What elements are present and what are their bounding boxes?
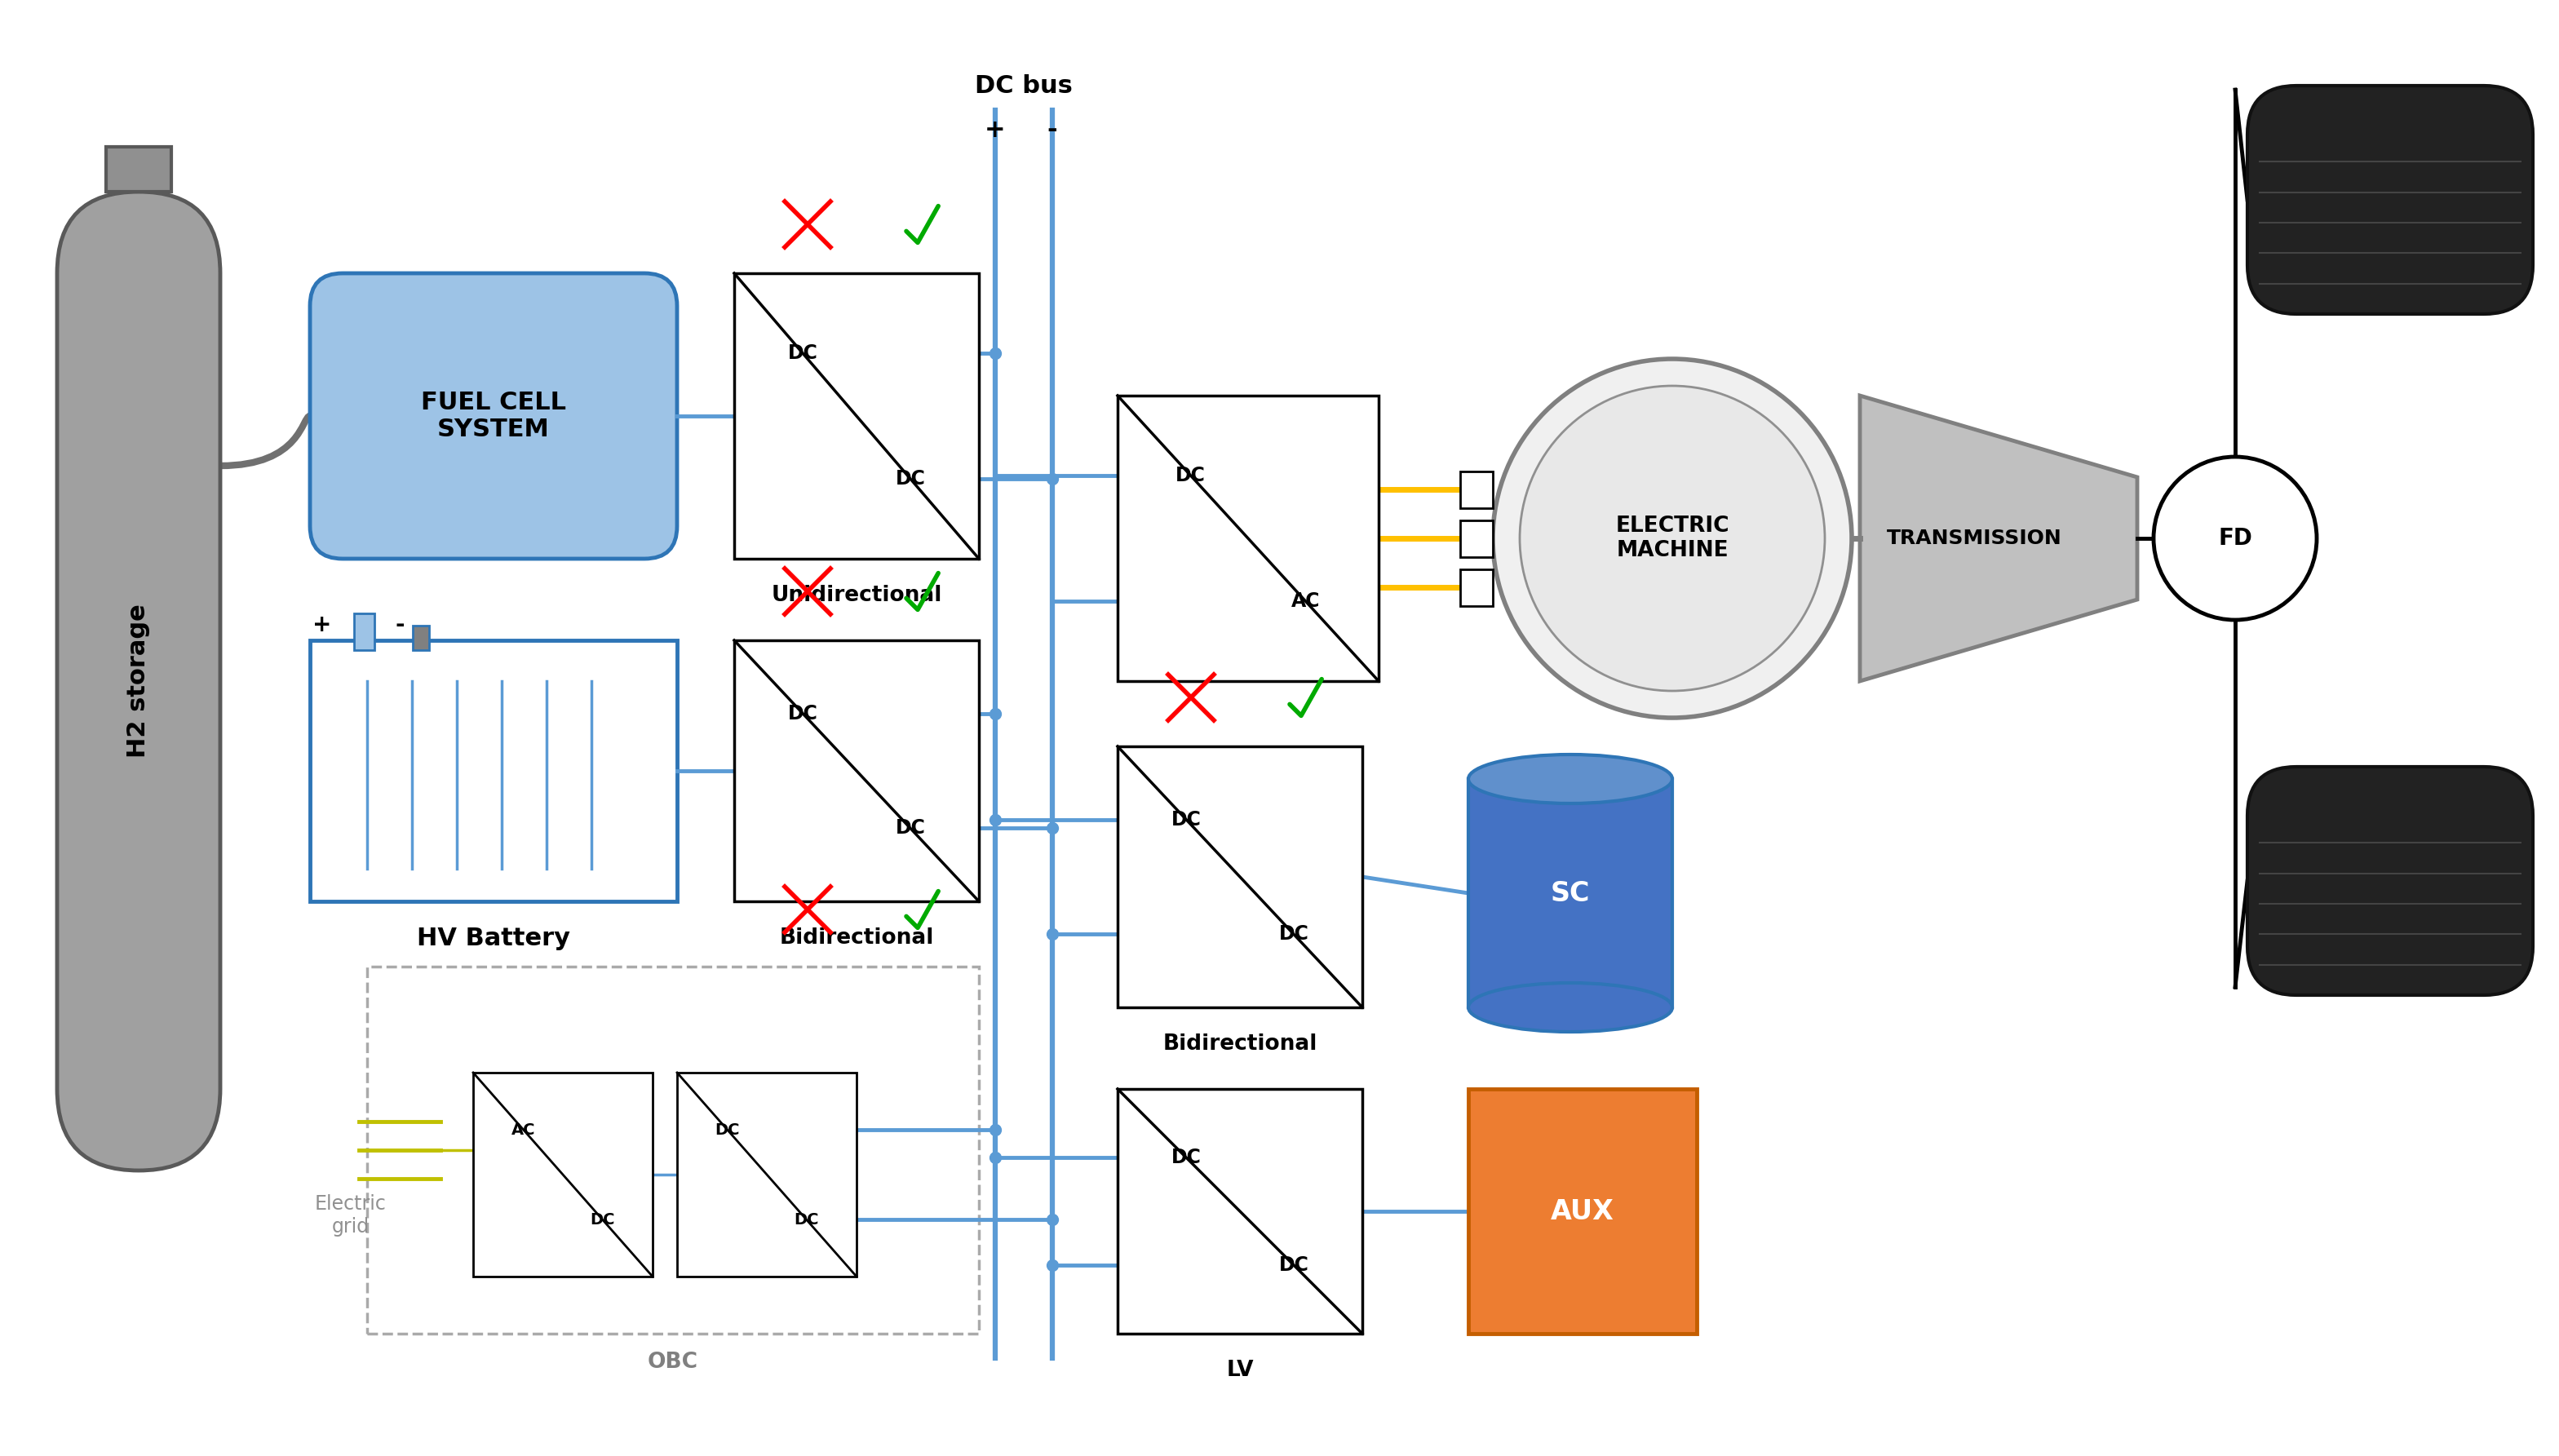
Text: Bidirectional: Bidirectional xyxy=(1162,1034,1318,1054)
Text: HV Battery: HV Battery xyxy=(417,926,571,949)
Polygon shape xyxy=(1860,396,2137,681)
Bar xyxy=(1461,472,1492,508)
Text: -: - xyxy=(1047,118,1057,141)
Bar xyxy=(1469,779,1671,1008)
Text: DC: DC xyxy=(1280,925,1308,943)
Bar xyxy=(353,613,374,649)
Text: AUX: AUX xyxy=(1551,1198,1615,1224)
Text: FUEL CELL
SYSTEM: FUEL CELL SYSTEM xyxy=(420,390,566,441)
Bar xyxy=(1469,1089,1697,1334)
Bar xyxy=(1461,569,1492,606)
Text: Unidirectional: Unidirectional xyxy=(770,585,942,606)
Text: +: + xyxy=(985,118,1006,141)
Ellipse shape xyxy=(1469,983,1671,1032)
Text: DC: DC xyxy=(788,703,819,724)
Text: +: + xyxy=(312,613,333,636)
Text: TRANSMISSION: TRANSMISSION xyxy=(1886,529,2063,547)
Bar xyxy=(1118,747,1361,1008)
FancyBboxPatch shape xyxy=(2247,767,2533,994)
Text: SC: SC xyxy=(1551,879,1589,907)
Circle shape xyxy=(1520,386,1825,692)
Text: AC: AC xyxy=(1292,591,1320,612)
Text: DC: DC xyxy=(788,344,819,363)
Text: LV: LV xyxy=(1226,1360,1254,1380)
Text: Bidirectional: Bidirectional xyxy=(780,927,934,949)
Ellipse shape xyxy=(1469,754,1671,804)
Text: DC: DC xyxy=(793,1211,819,1227)
FancyBboxPatch shape xyxy=(56,192,220,1171)
Bar xyxy=(366,967,980,1334)
Text: H2 storage: H2 storage xyxy=(128,604,151,759)
Bar xyxy=(310,641,678,901)
Bar xyxy=(734,274,980,559)
Circle shape xyxy=(2155,457,2316,620)
Text: ELECTRIC
MACHINE: ELECTRIC MACHINE xyxy=(1615,515,1730,561)
FancyBboxPatch shape xyxy=(310,274,678,559)
FancyBboxPatch shape xyxy=(2247,86,2533,314)
Text: DC: DC xyxy=(896,818,926,839)
Bar xyxy=(1118,1089,1361,1334)
Text: DC: DC xyxy=(591,1211,614,1227)
Bar xyxy=(105,147,171,192)
Bar xyxy=(734,641,980,901)
Bar xyxy=(412,626,430,649)
Text: Electric
grid: Electric grid xyxy=(315,1194,386,1236)
Text: DC: DC xyxy=(896,469,926,489)
Bar xyxy=(473,1073,653,1277)
Text: DC bus: DC bus xyxy=(975,74,1072,98)
Text: AC: AC xyxy=(512,1123,535,1137)
Text: DC: DC xyxy=(1175,466,1205,485)
Text: DC: DC xyxy=(1280,1255,1308,1275)
Bar xyxy=(1461,520,1492,556)
Circle shape xyxy=(1492,358,1853,718)
Text: -: - xyxy=(394,613,404,636)
Bar xyxy=(1118,396,1379,681)
Bar xyxy=(678,1073,857,1277)
Text: DC: DC xyxy=(1172,810,1200,830)
Text: FD: FD xyxy=(2219,527,2252,550)
Text: DC: DC xyxy=(1172,1147,1200,1168)
Text: OBC: OBC xyxy=(647,1351,699,1373)
Text: DC: DC xyxy=(714,1123,740,1137)
